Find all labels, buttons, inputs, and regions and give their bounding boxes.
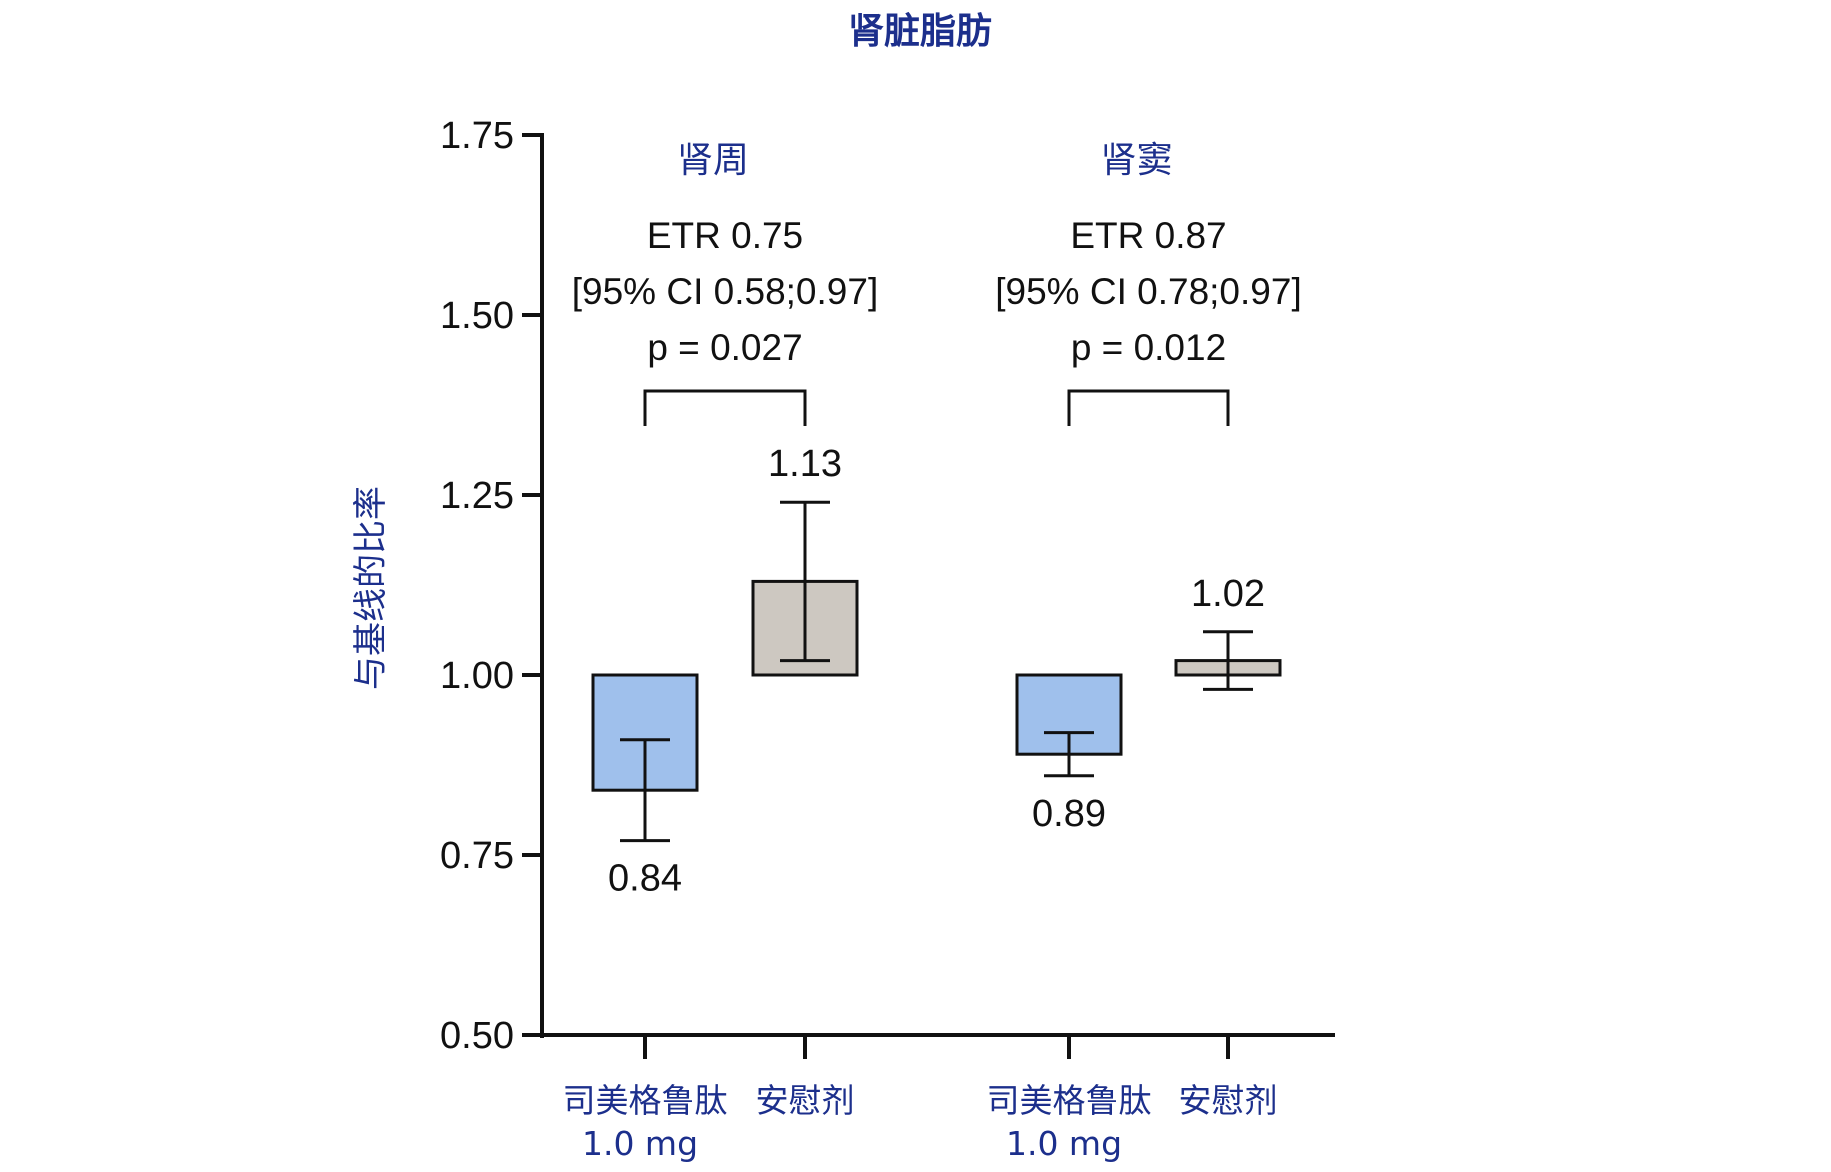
ci-text: [95% CI 0.58;0.97]: [572, 271, 878, 312]
y-tick-label: 1.25: [440, 475, 514, 517]
p-value-text: p = 0.027: [647, 327, 802, 368]
ci-text: [95% CI 0.78;0.97]: [995, 271, 1301, 312]
group-label: 肾窦: [1100, 140, 1172, 181]
bars: 0.84 1.13 0.89 1.02: [591, 443, 1282, 900]
y-tick-label: 1.00: [440, 655, 514, 697]
x-category-label: 司美格鲁肽: [563, 1081, 728, 1120]
chart-title: 肾脏脂肪: [848, 11, 992, 52]
p-value-text: p = 0.012: [1071, 327, 1226, 368]
y-tick-label: 0.50: [440, 1015, 514, 1057]
axes: [540, 133, 1335, 1038]
data-label: 0.89: [1032, 793, 1106, 835]
etr-text: ETR 0.87: [1070, 215, 1226, 256]
data-label: 0.84: [608, 858, 682, 900]
x-category-sublabel: 1.0 mg: [1006, 1124, 1122, 1163]
x-category-label: 安慰剂: [1179, 1081, 1278, 1120]
y-tick-label: 1.75: [440, 115, 514, 157]
x-category-label: 安慰剂: [756, 1081, 855, 1120]
group-label: 肾周: [677, 140, 749, 181]
y-ticks: 0.50 0.75 1.00 1.25 1.50 1.75: [440, 115, 542, 1057]
etr-text: ETR 0.75: [647, 215, 803, 256]
significance-bracket: [643, 389, 807, 426]
data-label: 1.13: [768, 443, 842, 485]
y-axis-label: 与基线的比率: [351, 486, 391, 690]
y-tick-label: 1.50: [440, 295, 514, 337]
significance-bracket: [1067, 389, 1230, 426]
data-label: 1.02: [1191, 573, 1265, 615]
annotations: 肾周 ETR 0.75 [95% CI 0.58;0.97] p = 0.027 肾窦 E…: [572, 140, 1302, 426]
x-category-label: 司美格鲁肽: [987, 1081, 1152, 1120]
y-tick-label: 0.75: [440, 835, 514, 877]
x-category-sublabel: 1.0 mg: [582, 1124, 698, 1163]
